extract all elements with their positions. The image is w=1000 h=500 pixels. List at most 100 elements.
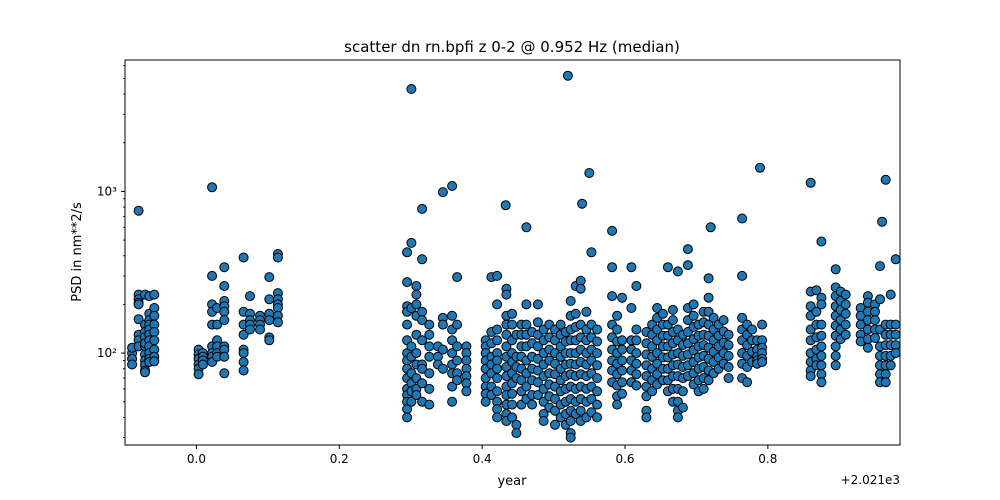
data-point — [149, 335, 160, 346]
data-point — [461, 386, 472, 397]
data-point — [521, 299, 532, 310]
data-point — [703, 375, 714, 386]
data-point — [657, 308, 668, 319]
data-point — [870, 315, 880, 326]
data-point — [677, 386, 688, 397]
data-point — [500, 200, 511, 211]
data-point — [575, 405, 586, 416]
data-point — [667, 315, 678, 326]
data-point — [617, 355, 628, 366]
data-point — [480, 396, 491, 407]
data-point — [880, 174, 891, 185]
data-point — [424, 399, 435, 410]
data-point — [417, 315, 428, 326]
data-point — [875, 294, 885, 305]
data-point — [406, 84, 417, 94]
data-point — [705, 222, 716, 233]
data-point — [747, 324, 758, 335]
data-point — [461, 355, 472, 366]
data-point — [811, 306, 822, 317]
data-point — [447, 181, 458, 191]
data-point — [581, 306, 592, 317]
data-point — [507, 399, 518, 410]
data-point — [447, 396, 458, 407]
data-point — [550, 419, 560, 430]
data-point — [411, 348, 422, 359]
data-point — [562, 70, 573, 81]
data-point — [805, 177, 816, 188]
y-axis-ticks: 10² 10³ — [97, 65, 125, 439]
data-point — [816, 319, 827, 330]
data-point — [840, 289, 851, 300]
data-point — [264, 272, 275, 283]
data-point — [840, 308, 851, 319]
data-point — [890, 254, 901, 265]
data-point — [718, 315, 729, 326]
data-point — [703, 292, 714, 303]
data-point — [565, 416, 576, 426]
data-point — [492, 324, 503, 335]
data-point — [607, 225, 618, 236]
data-point — [890, 329, 901, 340]
data-point — [149, 327, 160, 337]
data-point — [757, 357, 768, 367]
data-point — [532, 341, 543, 352]
data-point — [626, 262, 637, 273]
data-point — [612, 310, 623, 321]
data-point — [424, 368, 435, 379]
data-point — [607, 262, 618, 273]
data-point — [565, 432, 576, 443]
data-point — [538, 416, 549, 426]
data-point — [437, 344, 448, 355]
data-point — [424, 319, 435, 330]
data-point — [424, 341, 435, 352]
data-point — [631, 348, 642, 359]
data-point — [617, 388, 628, 399]
data-point — [492, 363, 503, 374]
data-point — [612, 399, 623, 410]
data-point — [592, 336, 603, 347]
data-point — [452, 375, 463, 386]
data-point — [511, 428, 522, 439]
data-point — [238, 357, 249, 367]
data-point — [417, 306, 428, 317]
data-point — [219, 368, 230, 379]
data-point — [816, 330, 827, 341]
data-point — [555, 319, 566, 330]
data-point — [207, 270, 218, 281]
x-tick-label: 0.0 — [187, 452, 206, 466]
x-tick-label: 0.4 — [473, 452, 492, 466]
data-point — [677, 402, 688, 413]
data-point — [626, 303, 637, 313]
data-point — [417, 363, 428, 374]
data-point — [264, 315, 275, 326]
data-point — [272, 317, 283, 328]
data-point — [617, 365, 628, 376]
data-point — [424, 351, 435, 362]
data-point — [592, 386, 603, 397]
data-point — [452, 355, 463, 366]
data-point — [631, 358, 642, 369]
data-point — [133, 299, 144, 310]
data-point — [492, 299, 503, 310]
data-point — [406, 341, 417, 352]
data-point — [811, 285, 822, 296]
data-point — [830, 350, 841, 361]
data-point — [641, 412, 652, 423]
data-point — [737, 213, 748, 224]
data-point — [723, 340, 734, 351]
data-point — [149, 356, 160, 367]
data-point — [127, 359, 138, 370]
data-point — [411, 390, 422, 400]
data-point — [197, 359, 208, 370]
data-point — [447, 310, 458, 321]
data-point — [592, 324, 603, 335]
data-point — [672, 266, 683, 277]
data-point — [805, 371, 816, 382]
data-point — [682, 260, 693, 271]
data-point — [584, 168, 595, 178]
data-point — [862, 342, 873, 353]
data-point — [617, 344, 628, 355]
data-point — [723, 329, 734, 340]
data-point — [492, 373, 503, 384]
